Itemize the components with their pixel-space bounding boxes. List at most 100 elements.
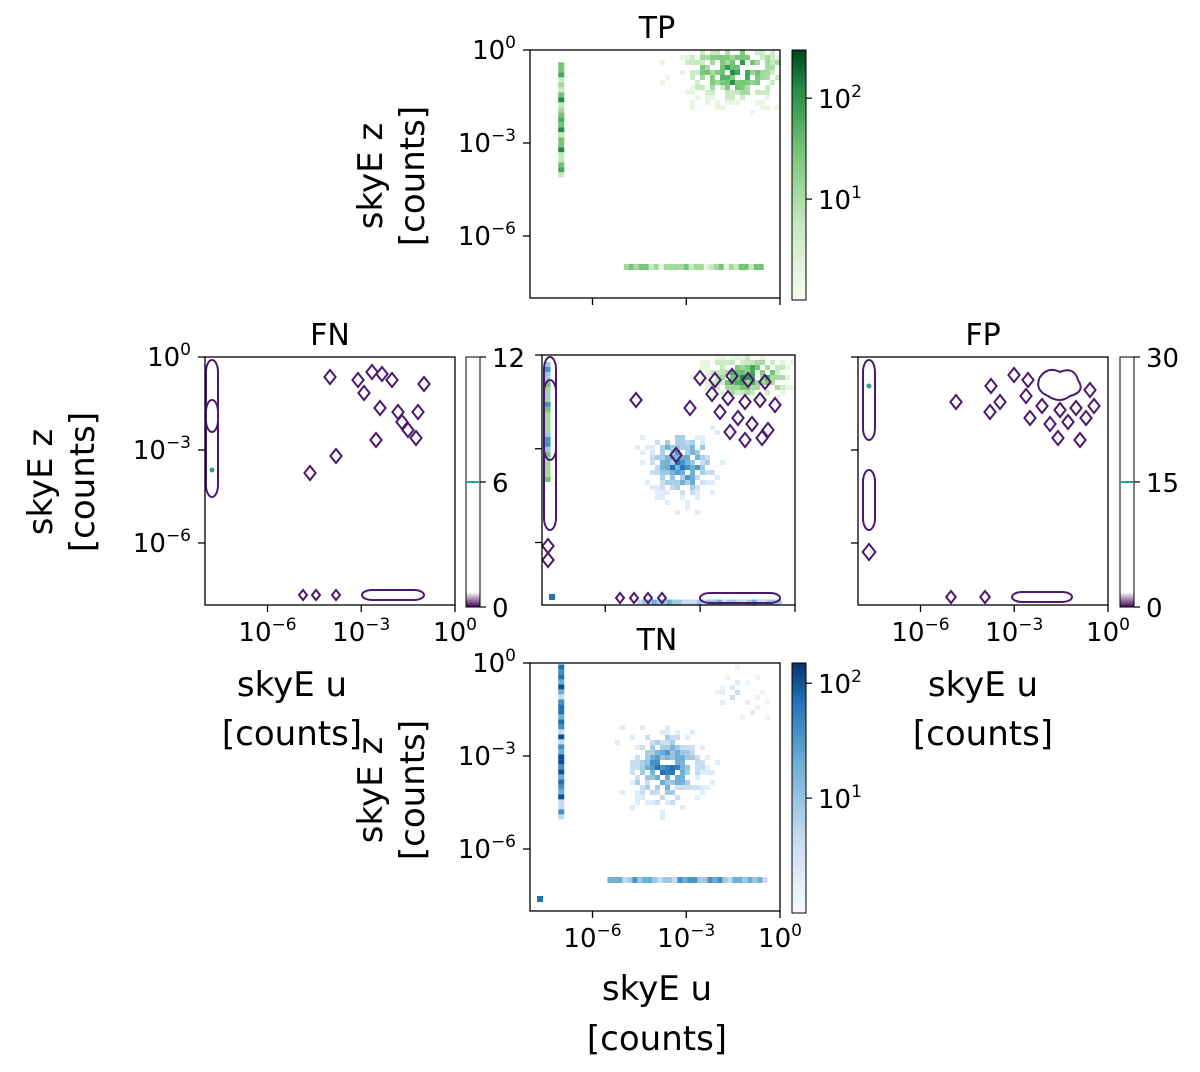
center-tp-cell <box>780 360 785 365</box>
center-tn-cell <box>690 465 695 470</box>
center-column-cell <box>544 426 551 432</box>
tp-cell <box>770 60 775 65</box>
tn-cell <box>680 760 685 765</box>
tn-cell <box>650 755 655 760</box>
center-column-cell <box>544 391 551 397</box>
center-tn-cell <box>655 440 660 445</box>
center-tn-cell <box>660 470 665 475</box>
tp-cell <box>745 85 750 90</box>
tn-cell <box>650 790 655 795</box>
tn-cell <box>685 745 690 750</box>
fp-contour <box>1007 366 1021 384</box>
tp-cell <box>740 90 745 95</box>
tn-row-cell <box>752 877 758 883</box>
center-tp-cell <box>730 360 735 365</box>
tp-cell <box>705 95 710 100</box>
fp-title: FP <box>965 318 1000 353</box>
tp-cell <box>745 80 750 85</box>
center-tn-cell <box>675 470 680 475</box>
center-tp-cell <box>745 375 750 380</box>
center-tp-cell <box>780 390 785 395</box>
center-tp-cell <box>730 390 735 395</box>
tn-cell <box>710 780 715 785</box>
tp-column-cell <box>558 127 565 133</box>
center-tp-cell <box>705 370 710 375</box>
fn-contour <box>323 368 337 386</box>
center-column-cell <box>544 376 551 382</box>
tp-cell <box>665 75 670 80</box>
tn-xlabel-line1: skyE u <box>602 969 712 1009</box>
center-tp-cell <box>740 385 745 390</box>
center-tn-cell <box>680 460 685 465</box>
tp-cell <box>735 85 740 90</box>
center-contour <box>758 373 772 391</box>
fp-contour-lower <box>862 469 876 531</box>
center-tn-cell <box>695 475 700 480</box>
tp-cell <box>750 110 755 115</box>
center-tp-cell <box>730 355 735 360</box>
tp-row-cell <box>728 264 734 270</box>
tp-column-cell <box>558 97 565 103</box>
center-tp-cell <box>730 370 735 375</box>
tp-cell <box>755 75 760 80</box>
fp-contour <box>1087 397 1101 415</box>
fn-contour <box>391 403 405 421</box>
tn-cell <box>680 750 685 755</box>
tp-row-cell <box>693 264 699 270</box>
tn-ytick-label: 10−6 <box>458 832 516 865</box>
fn-contour <box>375 365 389 383</box>
tn-row-cell <box>732 877 738 883</box>
center-tp-cell <box>745 380 750 385</box>
fn-contour <box>303 464 317 482</box>
tn-cell <box>655 785 660 790</box>
tp-ylabel-line1: skyE z <box>351 123 391 229</box>
center-contour <box>683 399 697 417</box>
fn-contour <box>417 375 431 393</box>
center-tn-cell <box>670 465 675 470</box>
tn-cell <box>670 755 675 760</box>
center-tp-cell <box>740 380 745 385</box>
tn-cell <box>695 755 700 760</box>
fp-contour <box>1079 409 1093 427</box>
center-tn-cell <box>675 465 680 470</box>
center-column-cell <box>544 446 551 452</box>
tn-cell <box>695 765 700 770</box>
tp-cell <box>715 80 720 85</box>
tn-sparse-cell <box>765 700 770 705</box>
tn-cell <box>635 775 640 780</box>
tp-column-cell <box>558 117 565 123</box>
tn-cell <box>640 765 645 770</box>
tn-cell <box>670 740 675 745</box>
tp-row-cell <box>733 264 739 270</box>
tp-cell <box>740 55 745 60</box>
tp-cell <box>705 70 710 75</box>
tp-row-cell <box>673 264 679 270</box>
tn-row-cell <box>642 877 648 883</box>
fp-contour <box>983 403 997 421</box>
tn-cell <box>675 795 680 800</box>
fp-contour <box>1083 381 1097 399</box>
tn-cell <box>705 785 710 790</box>
tn-cell <box>675 735 680 740</box>
center-tp-cell <box>735 370 740 375</box>
center-column-cell <box>544 401 551 407</box>
fn-ytick-label: 10−3 <box>133 433 191 466</box>
center-tp-cell <box>720 360 725 365</box>
center-column-cell <box>544 431 551 437</box>
center-tp-cell <box>730 385 735 390</box>
tp-column-cell <box>558 167 565 173</box>
fp-xtick-label: 100 <box>1086 615 1130 648</box>
fn-xtick-label: 10−3 <box>332 615 390 648</box>
tp-column-cell <box>558 67 565 73</box>
tp-cell <box>695 95 700 100</box>
tn-column-cell <box>558 814 565 820</box>
tp-row-cell <box>713 264 719 270</box>
center-tp-cell <box>735 365 740 370</box>
center-contour <box>541 551 555 569</box>
tp-cell <box>735 80 740 85</box>
tn-column-cell <box>558 689 565 695</box>
tp-column-cell <box>558 102 565 108</box>
center-tp-cell <box>750 390 755 395</box>
tn-cell <box>690 750 695 755</box>
tn-cell <box>655 755 660 760</box>
